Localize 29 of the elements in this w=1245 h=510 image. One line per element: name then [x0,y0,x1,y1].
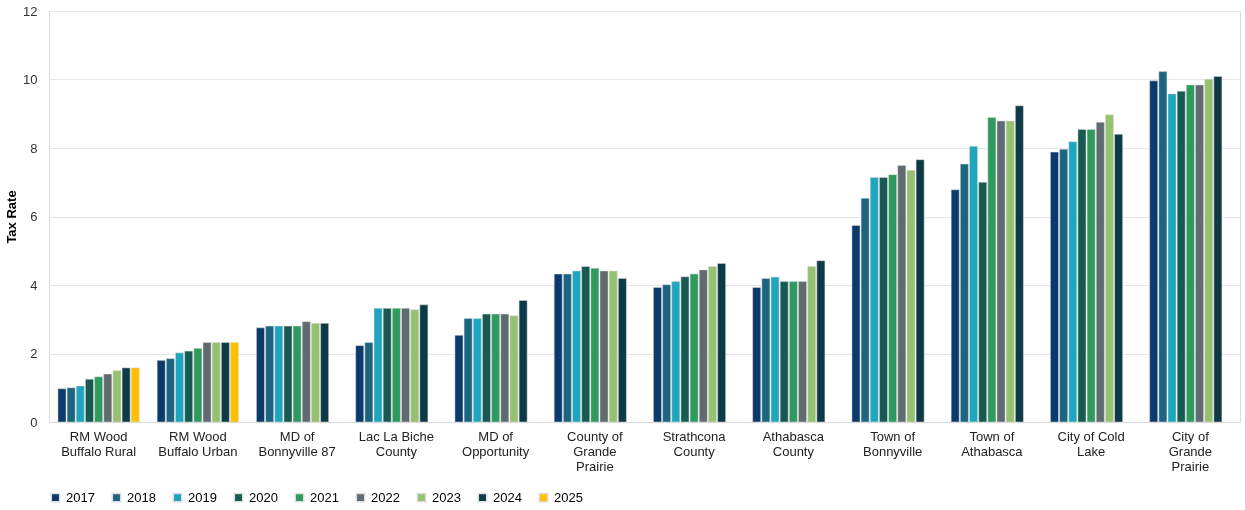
legend-label: 2018 [127,489,156,505]
x-tick-label: Town of Bonnyville [862,428,923,459]
x-tick-label: MD of Bonnyville 87 [258,428,336,459]
y-tick-label: 4 [30,277,38,293]
legend-label: 2017 [66,489,95,505]
legend-label: 2021 [310,489,339,505]
y-tick-label: 6 [30,209,38,224]
y-axis-title: Tax Rate [4,190,20,244]
x-tick-label: City of Cold Lake [1057,428,1125,459]
y-tick-label: 12 [23,3,38,19]
y-tick-label: 8 [30,140,38,156]
y-tick-label: 0 [30,414,38,430]
x-tick-label: RM Wood Buffalo Rural [61,428,137,459]
x-tick-label: Strathcona County [662,428,727,459]
y-tick-label: 2 [30,346,38,361]
x-tick-label: County of Grande Prairie [567,428,624,474]
x-tick-label: City of Grande Prairie [1168,428,1213,474]
x-tick-label: MD of Opportunity [462,428,530,459]
x-tick-label: Athabasca County [762,428,825,459]
legend-label: 2024 [493,489,522,505]
x-tick-label: RM Wood Buffalo Urban [158,428,238,459]
legend-label: 2023 [432,489,461,505]
x-tick-label: Town of Athabasca [961,428,1024,459]
legend-label: 2025 [554,489,583,505]
legend-label: 2022 [371,489,400,505]
legend-label: 2020 [249,489,278,505]
legend-label: 2019 [188,489,217,505]
x-tick-label: Lac La Biche County [358,428,434,459]
y-tick-label: 10 [23,72,38,87]
